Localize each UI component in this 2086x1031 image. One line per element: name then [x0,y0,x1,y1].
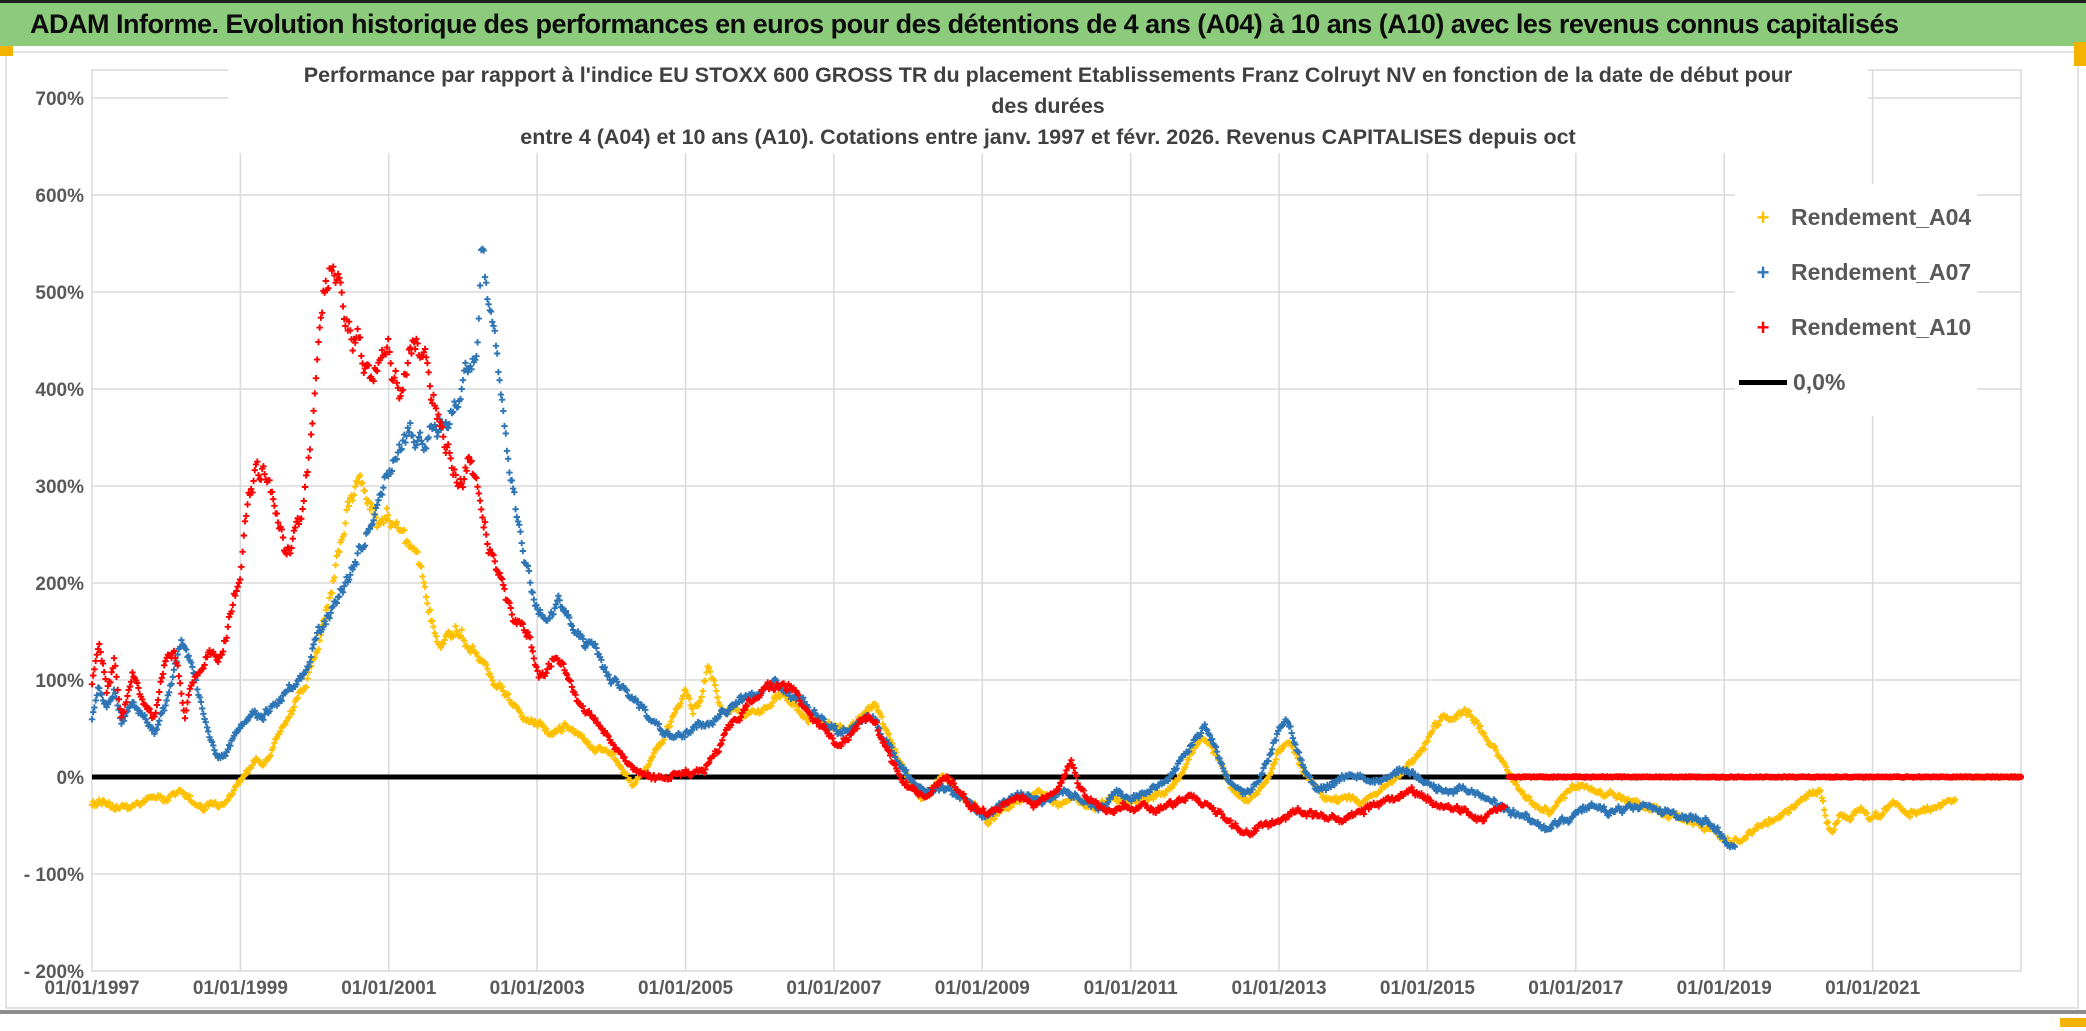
svg-text:01/01/2019: 01/01/2019 [1677,978,1772,999]
svg-text:500%: 500% [35,283,84,304]
svg-text:- 100%: - 100% [24,865,84,886]
svg-text:01/01/1997: 01/01/1997 [44,978,139,999]
svg-text:- 200%: - 200% [24,962,84,983]
legend-item-a04[interactable]: + Rendement_A04 [1735,190,1977,245]
svg-text:0%: 0% [57,768,85,789]
svg-text:300%: 300% [35,477,84,498]
legend-label: Rendement_A04 [1791,204,1972,230]
window-bottom-edge [0,1010,2086,1014]
orange-accent-bottom-right [2060,1018,2086,1027]
chart-title-line-2: des durées [991,94,1105,118]
chart-legend[interactable]: + Rendement_A04 + Rendement_A07 + Rendem… [1735,184,1977,416]
banner-title: ADAM Informe. Evolution historique des p… [30,9,1899,39]
banner-title-bar: ADAM Informe. Evolution historique des p… [0,0,2086,46]
chart-title-line-1: Performance par rapport à l'indice EU ST… [303,63,1793,87]
svg-text:01/01/2021: 01/01/2021 [1825,978,1921,999]
chart-title-line-3: entre 4 (A04) et 10 ans (A10). Cotations… [520,125,1576,149]
svg-text:700%: 700% [35,89,84,110]
svg-text:01/01/2011: 01/01/2011 [1084,978,1178,999]
legend-item-a10[interactable]: + Rendement_A10 [1735,300,1977,355]
svg-text:200%: 200% [35,574,84,595]
svg-text:01/01/2001: 01/01/2001 [341,978,437,999]
legend-item-zero-line[interactable]: 0,0% [1735,355,1977,410]
x-axis-labels: 01/01/1997 01/01/1999 01/01/2001 01/01/2003… [44,978,1920,999]
svg-text:01/01/2013: 01/01/2013 [1232,978,1327,999]
plus-marker-icon: + [1756,314,1770,340]
svg-text:01/01/2009: 01/01/2009 [935,978,1030,999]
plus-marker-icon: + [1756,204,1770,230]
svg-text:600%: 600% [35,186,84,207]
legend-item-a07[interactable]: + Rendement_A07 [1735,245,1977,300]
svg-text:01/01/2017: 01/01/2017 [1528,978,1623,999]
svg-text:01/01/2015: 01/01/2015 [1380,978,1476,999]
chart-title: Performance par rapport à l'indice EU ST… [228,60,1868,153]
svg-text:01/01/2005: 01/01/2005 [638,978,734,999]
legend-label: 0,0% [1793,369,1846,395]
legend-label: Rendement_A10 [1791,314,1972,340]
svg-text:01/01/1999: 01/01/1999 [193,978,288,999]
legend-label: Rendement_A07 [1791,259,1972,285]
scatter-series [88,245,2024,851]
svg-text:400%: 400% [35,380,84,401]
svg-text:100%: 100% [35,671,84,692]
svg-text:01/01/2007: 01/01/2007 [786,978,881,999]
orange-accent-left [0,46,13,56]
y-axis-labels: 700% 600% 500% 400% 300% 200% 100% 0% - 100% - 20… [24,89,84,983]
orange-accent-right [2074,42,2086,66]
plus-marker-icon: + [1756,259,1770,285]
svg-text:01/01/2003: 01/01/2003 [490,978,585,999]
zero-line-swatch [1739,380,1787,385]
